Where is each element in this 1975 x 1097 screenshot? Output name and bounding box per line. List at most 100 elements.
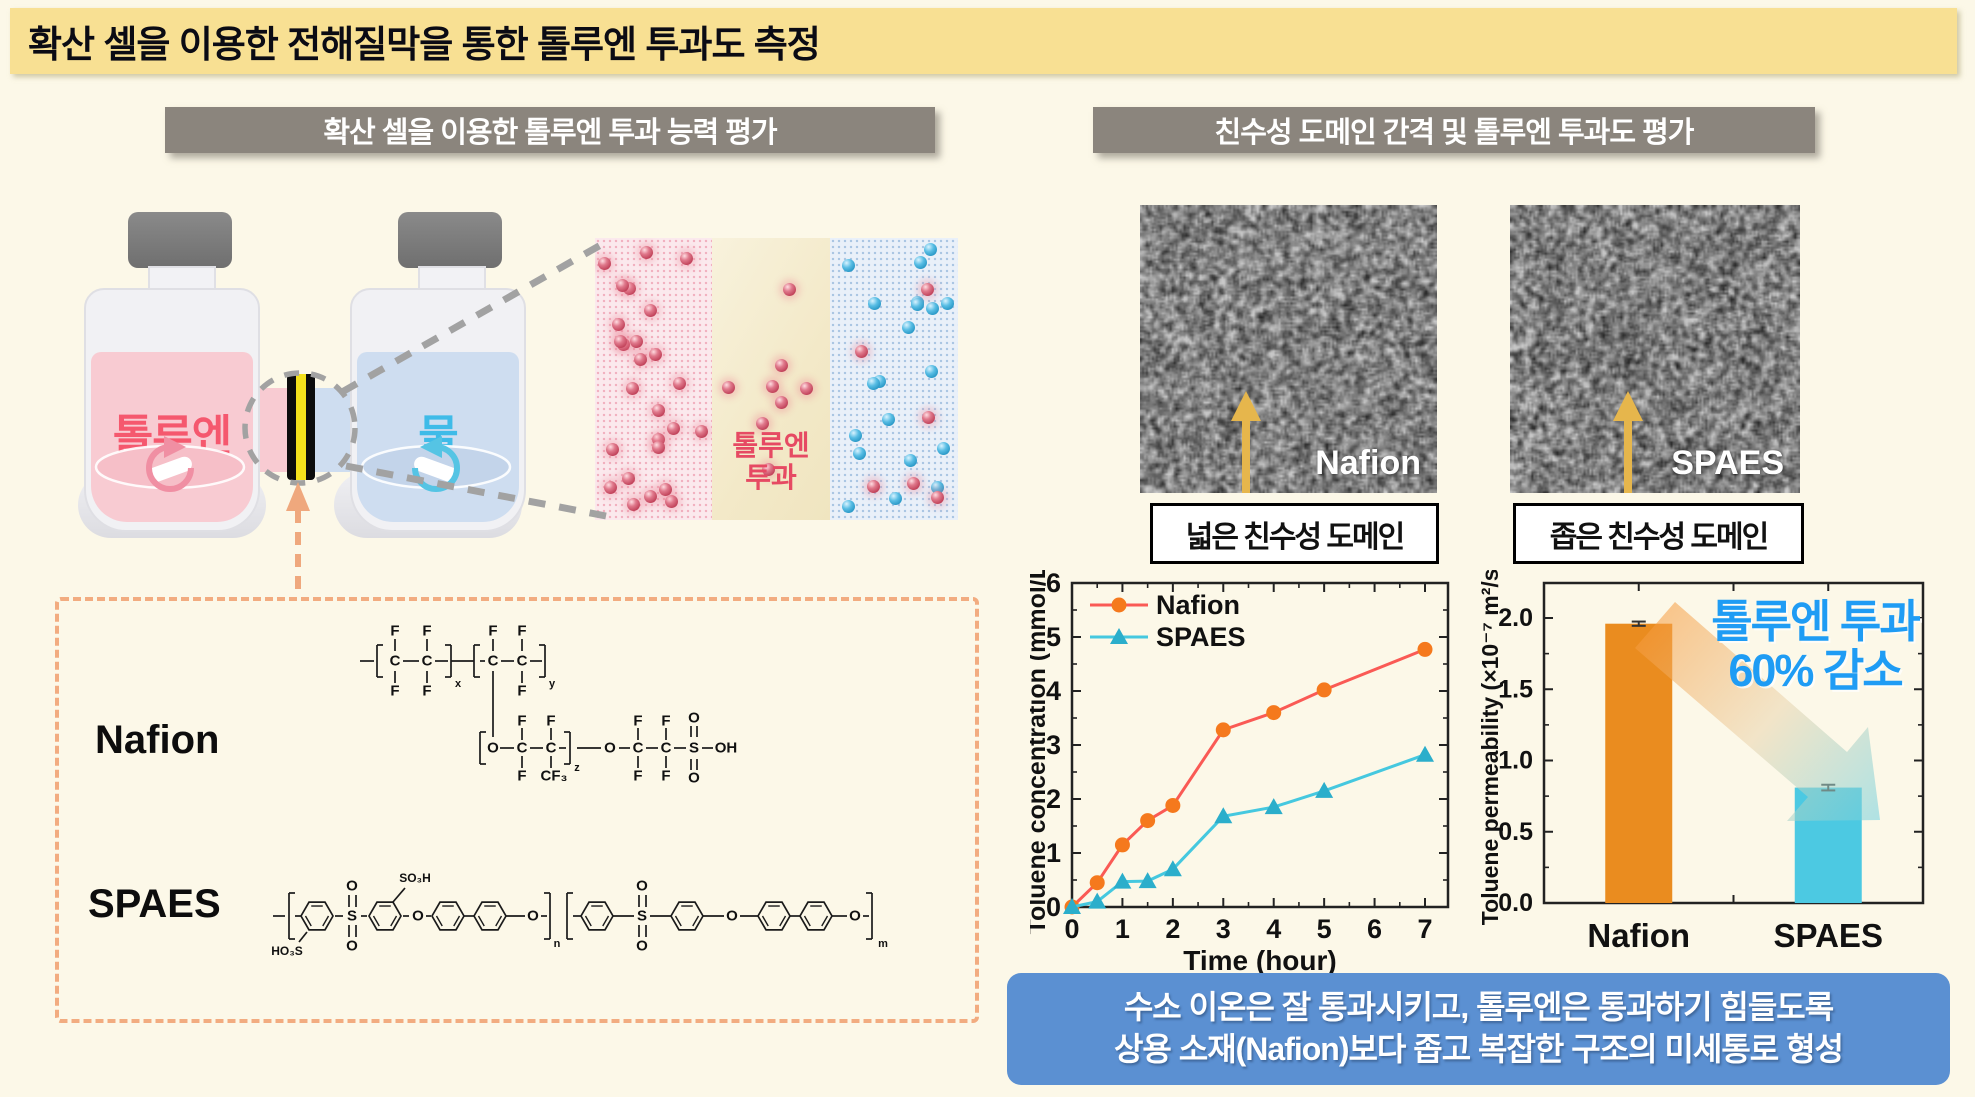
svg-text:2.0: 2.0 [1498,604,1533,632]
tem-noise-nafion [1140,205,1437,493]
blue-molecule-dot [866,377,880,391]
svg-text:C: C [517,740,528,757]
water-liquid: 물 [357,352,519,522]
svg-text:Toluene concentration (mmol/L): Toluene concentration (mmol/L) [1030,570,1051,934]
membrane [287,374,315,480]
cell-connector-right [310,388,355,472]
red-molecule-dot [605,442,619,456]
svg-text:F: F [546,713,555,730]
structures-box [55,597,979,1023]
svg-text:SPAES: SPAES [1156,622,1246,652]
red-molecule-dot [665,495,678,509]
bottle-right: 물 [350,288,526,532]
tem-image-nafion: Nafion [1140,205,1437,493]
red-molecule-dot [649,347,663,361]
water-label: 물 [418,412,458,461]
svg-text:7: 7 [1417,914,1432,944]
svg-text:n: n [554,938,561,950]
svg-text:C: C [633,740,644,757]
svg-text:0: 0 [1046,892,1061,922]
svg-text:O: O [604,740,616,757]
red-molecule-dot [775,359,789,373]
svg-text:2: 2 [1046,784,1061,814]
left-section-header: 확산 셀을 이용한 톨루엔 투과 능력 평가 [165,107,935,153]
red-molecule-dot [921,410,935,424]
svg-text:O: O [346,878,358,895]
svg-text:O: O [726,908,738,925]
red-molecule-dot [621,471,635,485]
page-title: 확산 셀을 이용한 전해질막을 통한 톨루엔 투과도 측정 [28,24,821,65]
toluene-liquid: 톨루엔 [91,352,253,522]
svg-text:F: F [517,683,526,700]
svg-text:4: 4 [1046,676,1061,706]
red-molecule-dot [775,396,789,410]
svg-text:y: y [549,678,556,690]
blue-molecule-dot [853,446,867,460]
blue-molecule-dot [842,258,856,272]
svg-text:Nafion: Nafion [1587,917,1690,954]
svg-text:C: C [422,653,433,670]
svg-text:F: F [390,683,399,700]
conclusion-box: 수소 이온은 잘 통과시키고, 톨루엔은 통과하기 힘들도록 상용 소재(Naf… [1007,973,1950,1085]
bottle-cap-right [398,212,502,268]
svg-text:F: F [661,768,670,785]
svg-text:Toluene permeability (×10⁻⁷ m²: Toluene permeability (×10⁻⁷ m²/s) [1480,570,1503,925]
right-section-header: 친수성 도메인 간격 및 톨루엔 투과도 평가 [1093,107,1815,153]
svg-text:0: 0 [1064,914,1079,944]
svg-text:F: F [517,713,526,730]
svg-text:O: O [688,710,700,727]
svg-text:z: z [574,762,580,774]
blue-molecule-dot [882,413,896,427]
red-molecule-dot [643,304,657,318]
svg-text:F: F [633,768,642,785]
blue-molecule-dot [888,491,902,505]
red-molecule-dot [639,246,653,260]
svg-text:1.5: 1.5 [1498,675,1533,703]
svg-text:C: C [390,653,401,670]
svg-text:O: O [849,908,861,925]
svg-text:x: x [455,678,462,690]
svg-text:F: F [390,623,399,640]
red-molecule-dot [652,404,666,418]
svg-text:SO₃H: SO₃H [399,871,431,885]
red-molecule-dot [782,283,796,297]
blue-molecule-dot [914,255,928,269]
red-molecule-dot [867,479,881,493]
blue-molecule-dot [931,481,945,495]
svg-text:5: 5 [1317,914,1332,944]
red-molecule-dot [604,481,618,495]
svg-text:0.0: 0.0 [1498,889,1533,917]
inset-caption: 톨루엔 투과 [732,430,810,494]
svg-text:O: O [487,740,499,757]
svg-text:F: F [661,713,670,730]
svg-text:F: F [422,623,431,640]
svg-text:OH: OH [715,740,738,757]
nafion-structure-label: Nafion [95,718,220,762]
svg-text:O: O [636,878,648,895]
blue-molecule-dot [941,297,955,310]
conclusion-line1: 수소 이온은 잘 통과시키고, 톨루엔은 통과하기 힘들도록 [1123,989,1834,1026]
svg-text:Nafion: Nafion [1156,590,1240,620]
nafion-structure: F F F FC C C CF F Fx yO C CzO C C S OHF F F F OF CF₃ F F O [360,623,738,787]
membrane-pointer-head [286,482,310,511]
svg-text:S: S [689,740,699,757]
toluene-label: 톨루엔 [112,412,232,461]
red-molecule-dot [630,334,644,348]
svg-text:3: 3 [1216,914,1231,944]
svg-text:F: F [422,683,431,700]
svg-text:O: O [346,938,358,955]
red-molecule-dot [854,344,868,358]
tem2-overlay-label: SPAES [1671,444,1784,482]
svg-text:6: 6 [1046,570,1061,598]
blue-molecule-dot [937,442,950,456]
svg-text:CF₃: CF₃ [541,768,568,785]
blue-molecule-dot [841,500,855,514]
red-molecule-dot [651,441,665,455]
svg-text:O: O [527,908,539,925]
blue-molecule-dot [902,321,916,335]
inset-membrane: 톨루엔 투과 [712,238,830,520]
red-molecule-dot [722,380,736,394]
svg-text:3: 3 [1046,730,1061,760]
